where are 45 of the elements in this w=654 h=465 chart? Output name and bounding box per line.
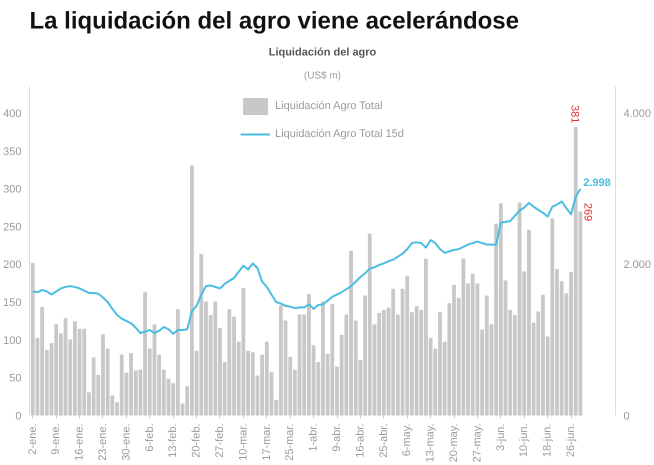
chart-title: La liquidación del agro viene acelerándose [30, 8, 519, 34]
x-tick-label: 18-jun. [542, 423, 554, 458]
x-tick-label: 27-feb. [214, 423, 226, 458]
y-tick-label: 100 [3, 334, 22, 347]
x-tick-label: 20-feb. [190, 423, 203, 458]
data-label: 269 [582, 202, 594, 222]
x-tick-label: 9-abr. [331, 423, 344, 452]
y-tick-label: 150 [3, 297, 22, 310]
chart-subtitle: Liquidación del agro [268, 46, 377, 58]
y2-tick-label: 4.000 [624, 108, 652, 120]
x-tick-label: 16-abr. [354, 423, 366, 458]
x-tick-label: 25-abr. [378, 423, 390, 458]
x-tick-label: 30-ene. [120, 423, 132, 461]
legend-label: Liquidación Agro Total 15d [275, 128, 404, 140]
y-tick-label: 300 [3, 184, 22, 196]
x-tick-label: 25-mar. [284, 423, 296, 461]
x-tick-label: 6-feb. [144, 423, 156, 452]
x-tick-label: 2-ene. [26, 423, 39, 455]
x-tick-label: 13-may. [424, 423, 437, 462]
y-tick-label: 250 [3, 221, 22, 234]
x-tick-label: 23-ene. [96, 423, 109, 461]
x-tick-label: 9-ene. [50, 423, 62, 455]
y-tick-label: 0 [15, 410, 22, 422]
x-tick-label: 16-ene. [74, 423, 86, 461]
x-tick-label: 26-jun. [565, 423, 578, 458]
x-tick-label: 3-jun. [494, 423, 507, 452]
y-tick-label: 200 [3, 259, 22, 272]
x-tick-label: 6-may. [401, 423, 414, 456]
x-tick-label: 13-feb. [167, 423, 180, 458]
x-tick-label: 27-may. [471, 423, 484, 462]
y-tick-label: 350 [3, 146, 22, 158]
data-label: 381 [568, 104, 581, 124]
x-tick-label: 17-mar. [260, 423, 273, 461]
y-tick-label: 50 [9, 372, 22, 385]
x-tick-label: 10-jun. [518, 423, 530, 458]
y2-tick-label: 0 [624, 410, 630, 422]
data-label: 2.998 [583, 176, 611, 189]
x-tick-label: 10-mar. [237, 423, 250, 461]
x-tick-label: 20-may. [448, 423, 460, 462]
y2-tick-label: 2.000 [624, 259, 652, 272]
x-tick-label: 1-abr. [308, 423, 320, 452]
y-tick-label: 400 [3, 108, 22, 120]
line-series [32, 188, 582, 335]
text: (US$ m) [304, 70, 342, 82]
legend-label: Liquidación Agro Total [275, 100, 383, 112]
